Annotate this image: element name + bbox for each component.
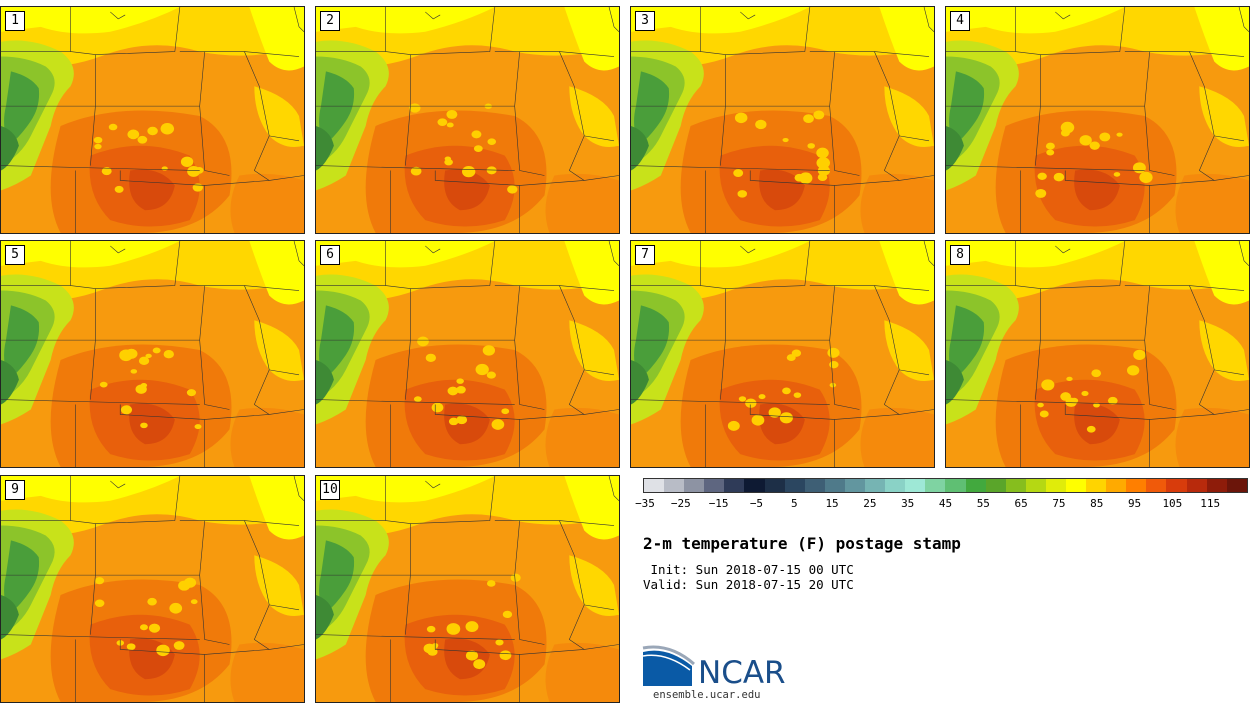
colorbar-segment xyxy=(965,479,986,492)
colorbar-segment xyxy=(684,479,705,492)
panel-label: 2 xyxy=(320,11,340,31)
colorbar-segment xyxy=(1146,479,1167,492)
map-panel-10: 10 xyxy=(315,475,620,703)
colorbar-segment xyxy=(1045,479,1066,492)
colorbar-segment xyxy=(1065,479,1087,492)
colorbar-tick-label: 25 xyxy=(863,497,877,510)
colorbar-tick-label: −5 xyxy=(749,497,764,510)
panel-label: 8 xyxy=(950,245,970,265)
colorbar-segment xyxy=(824,479,845,492)
colorbar-segment xyxy=(1126,479,1147,492)
colorbar-segment xyxy=(905,479,926,492)
colorbar-segment xyxy=(784,479,805,492)
colorbar-tick-label: −35 xyxy=(635,497,655,510)
colorbar-segment xyxy=(1226,479,1247,492)
colorbar-tick-label: 15 xyxy=(825,497,839,510)
colorbar-segment xyxy=(744,479,765,492)
map-panel-3: 3 xyxy=(630,6,935,234)
colorbar-tick-label: 5 xyxy=(790,497,798,510)
ncar-logo-text: NCAR xyxy=(698,655,786,691)
colorbar-segment xyxy=(925,479,946,492)
panel-label: 9 xyxy=(5,480,25,500)
colorbar-segment xyxy=(1106,479,1127,492)
colorbar-ticks: −35 −25 −15 −5 5 15 25 35 45 55 65 75 85 95 105 115 xyxy=(635,497,1248,513)
colorbar-segment xyxy=(885,479,906,492)
colorbar-tick-label: 115 xyxy=(1200,497,1221,510)
colorbar-segment xyxy=(865,479,886,492)
init-time: Init: Sun 2018-07-15 00 UTC xyxy=(643,562,854,577)
colorbar-tick-label: 85 xyxy=(1090,497,1104,510)
colorbar-segment xyxy=(985,479,1006,492)
colorbar-tick-label: 35 xyxy=(901,497,915,510)
colorbar-segment xyxy=(724,479,745,492)
colorbar-tick-label: −15 xyxy=(708,497,729,510)
temperature-colorbar xyxy=(643,478,1248,493)
colorbar-segment xyxy=(704,479,725,492)
colorbar-segment xyxy=(644,479,665,492)
colorbar-segment xyxy=(1086,479,1107,492)
map-panel-7: 7 xyxy=(630,240,935,468)
colorbar-segment xyxy=(1186,479,1207,492)
panel-label: 1 xyxy=(5,11,25,31)
map-panel-9: 9 xyxy=(0,475,305,703)
panel-label: 6 xyxy=(320,245,340,265)
map-panel-2: 2 xyxy=(315,6,620,234)
colorbar-segment xyxy=(1005,479,1026,492)
panel-label: 10 xyxy=(320,480,340,500)
colorbar-segment xyxy=(764,479,785,492)
valid-time: Valid: Sun 2018-07-15 20 UTC xyxy=(643,577,854,592)
colorbar-segment xyxy=(664,479,685,492)
panel-label: 7 xyxy=(635,245,655,265)
colorbar-tick-label: 65 xyxy=(1014,497,1028,510)
colorbar-tick-label: 75 xyxy=(1052,497,1066,510)
map-panel-5: 5 xyxy=(0,240,305,468)
colorbar-segment xyxy=(1206,479,1227,492)
colorbar-segment xyxy=(945,479,966,492)
colorbar-tick-label: −25 xyxy=(670,497,691,510)
map-panel-4: 4 xyxy=(945,6,1250,234)
map-panel-1: 1 xyxy=(0,6,305,234)
map-panel-6: 6 xyxy=(315,240,620,468)
colorbar-segment xyxy=(844,479,866,492)
colorbar-segment xyxy=(1025,479,1046,492)
map-panel-8: 8 xyxy=(945,240,1250,468)
panel-label: 5 xyxy=(5,245,25,265)
panel-label: 3 xyxy=(635,11,655,31)
colorbar-segment xyxy=(804,479,825,492)
colorbar-tick-label: 105 xyxy=(1162,497,1183,510)
colorbar-tick-label: 55 xyxy=(976,497,990,510)
ncar-logo-icon xyxy=(642,645,695,686)
website-url: ensemble.ucar.edu xyxy=(653,689,761,701)
plot-title: 2-m temperature (F) postage stamp xyxy=(643,534,961,553)
colorbar-segment xyxy=(1166,479,1187,492)
colorbar-tick-label: 95 xyxy=(1127,497,1142,510)
panel-label: 4 xyxy=(950,11,970,31)
colorbar-tick-label: 45 xyxy=(938,497,953,510)
